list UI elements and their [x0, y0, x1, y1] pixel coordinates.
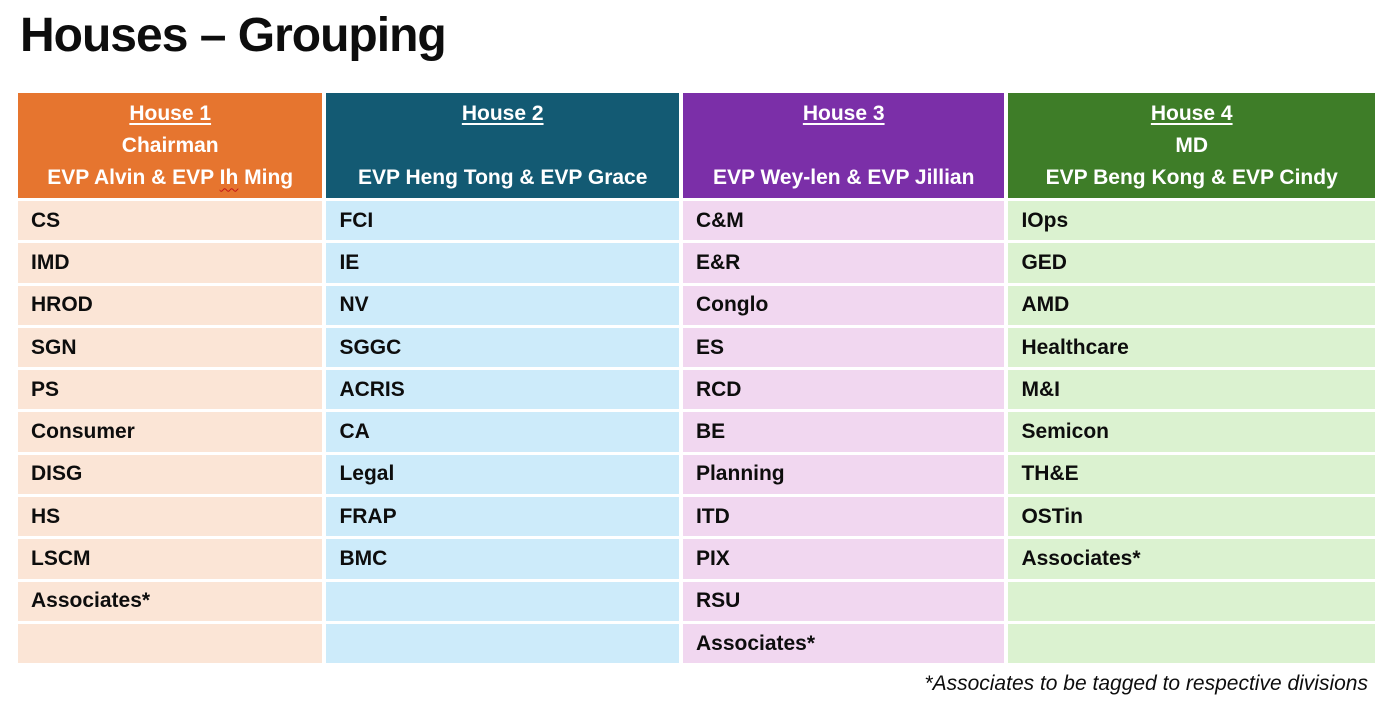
table-cell: HS — [18, 497, 323, 537]
table-cell: CA — [326, 412, 679, 452]
house-4-header: House 4 MD EVP Beng Kong & EVP Cindy — [1008, 93, 1375, 198]
table-cell: M&I — [1008, 370, 1375, 410]
table-cell: E&R — [682, 243, 1005, 283]
table-cell — [326, 623, 679, 664]
house-4-leads: EVP Beng Kong & EVP Cindy — [1045, 165, 1338, 189]
table-cell: Associates* — [18, 581, 323, 621]
table-cell: RSU — [682, 581, 1005, 621]
page-title: Houses – Grouping — [20, 9, 447, 62]
house-2-title: House 2 — [461, 101, 544, 125]
house-2-header: House 2 EVP Heng Tong & EVP Grace — [326, 93, 679, 198]
house-1-leads-pre: EVP Alvin & EVP — [47, 165, 220, 189]
table-cell: Semicon — [1008, 412, 1375, 452]
house-3-title: House 3 — [802, 101, 885, 125]
table-cell: GED — [1008, 243, 1375, 283]
table-cell: SGGC — [326, 327, 679, 368]
table-cell: PS — [18, 370, 323, 410]
table-cell: HROD — [18, 285, 323, 325]
table-cell: NV — [326, 285, 679, 325]
house-4-title: House 4 — [1150, 101, 1233, 125]
table-cell — [18, 623, 323, 664]
table-cell: IE — [326, 243, 679, 283]
table-cell: IMD — [18, 243, 323, 283]
table-cell: Consumer — [18, 412, 323, 452]
table-cell: ITD — [682, 497, 1005, 537]
table-cell: Associates* — [1008, 539, 1375, 579]
house-1-leads: EVP Alvin & EVP Ih Ming — [47, 162, 293, 194]
table-cell: TH&E — [1008, 454, 1375, 495]
table-cell — [1008, 623, 1375, 664]
house-3-leads: EVP Wey-len & EVP Jillian — [712, 165, 975, 189]
table-cell: FCI — [326, 201, 679, 241]
table-cell: OSTin — [1008, 497, 1375, 537]
table-cell: ACRIS — [326, 370, 679, 410]
table-cell: FRAP — [326, 497, 679, 537]
table-cell: BMC — [326, 539, 679, 579]
house-3-header: House 3 EVP Wey-len & EVP Jillian — [682, 93, 1005, 198]
house-1-leads-misspelled: Ih — [219, 165, 239, 189]
table-cell: Conglo — [682, 285, 1005, 325]
table-cell: AMD — [1008, 285, 1375, 325]
table-cell: IOps — [1008, 201, 1375, 241]
table-cell: SGN — [18, 327, 323, 368]
table-cell: PIX — [682, 539, 1005, 579]
table-cell: LSCM — [18, 539, 323, 579]
house-1-header: House 1 Chairman EVP Alvin & EVP Ih Ming — [18, 93, 323, 198]
house-2-leads: EVP Heng Tong & EVP Grace — [357, 165, 648, 189]
footnote: *Associates to be tagged to respective d… — [924, 672, 1368, 695]
houses-table: House 1 Chairman EVP Alvin & EVP Ih Ming… — [18, 93, 1375, 664]
table-cell: Legal — [326, 454, 679, 495]
table-cell — [326, 581, 679, 621]
table-cell: Associates* — [682, 623, 1005, 664]
house-4-role: MD — [1175, 133, 1209, 157]
table-cell: DISG — [18, 454, 323, 495]
table-cell: ES — [682, 327, 1005, 368]
house-1-role: Chairman — [121, 133, 219, 157]
table-cell: BE — [682, 412, 1005, 452]
house-1-title: House 1 — [129, 101, 212, 125]
house-1-leads-post: Ming — [238, 165, 294, 189]
table-cell: Healthcare — [1008, 327, 1375, 368]
table-cell: CS — [18, 201, 323, 241]
table-cell: C&M — [682, 201, 1005, 241]
table-cell: RCD — [682, 370, 1005, 410]
table-cell: Planning — [682, 454, 1005, 495]
table-cell — [1008, 581, 1375, 621]
